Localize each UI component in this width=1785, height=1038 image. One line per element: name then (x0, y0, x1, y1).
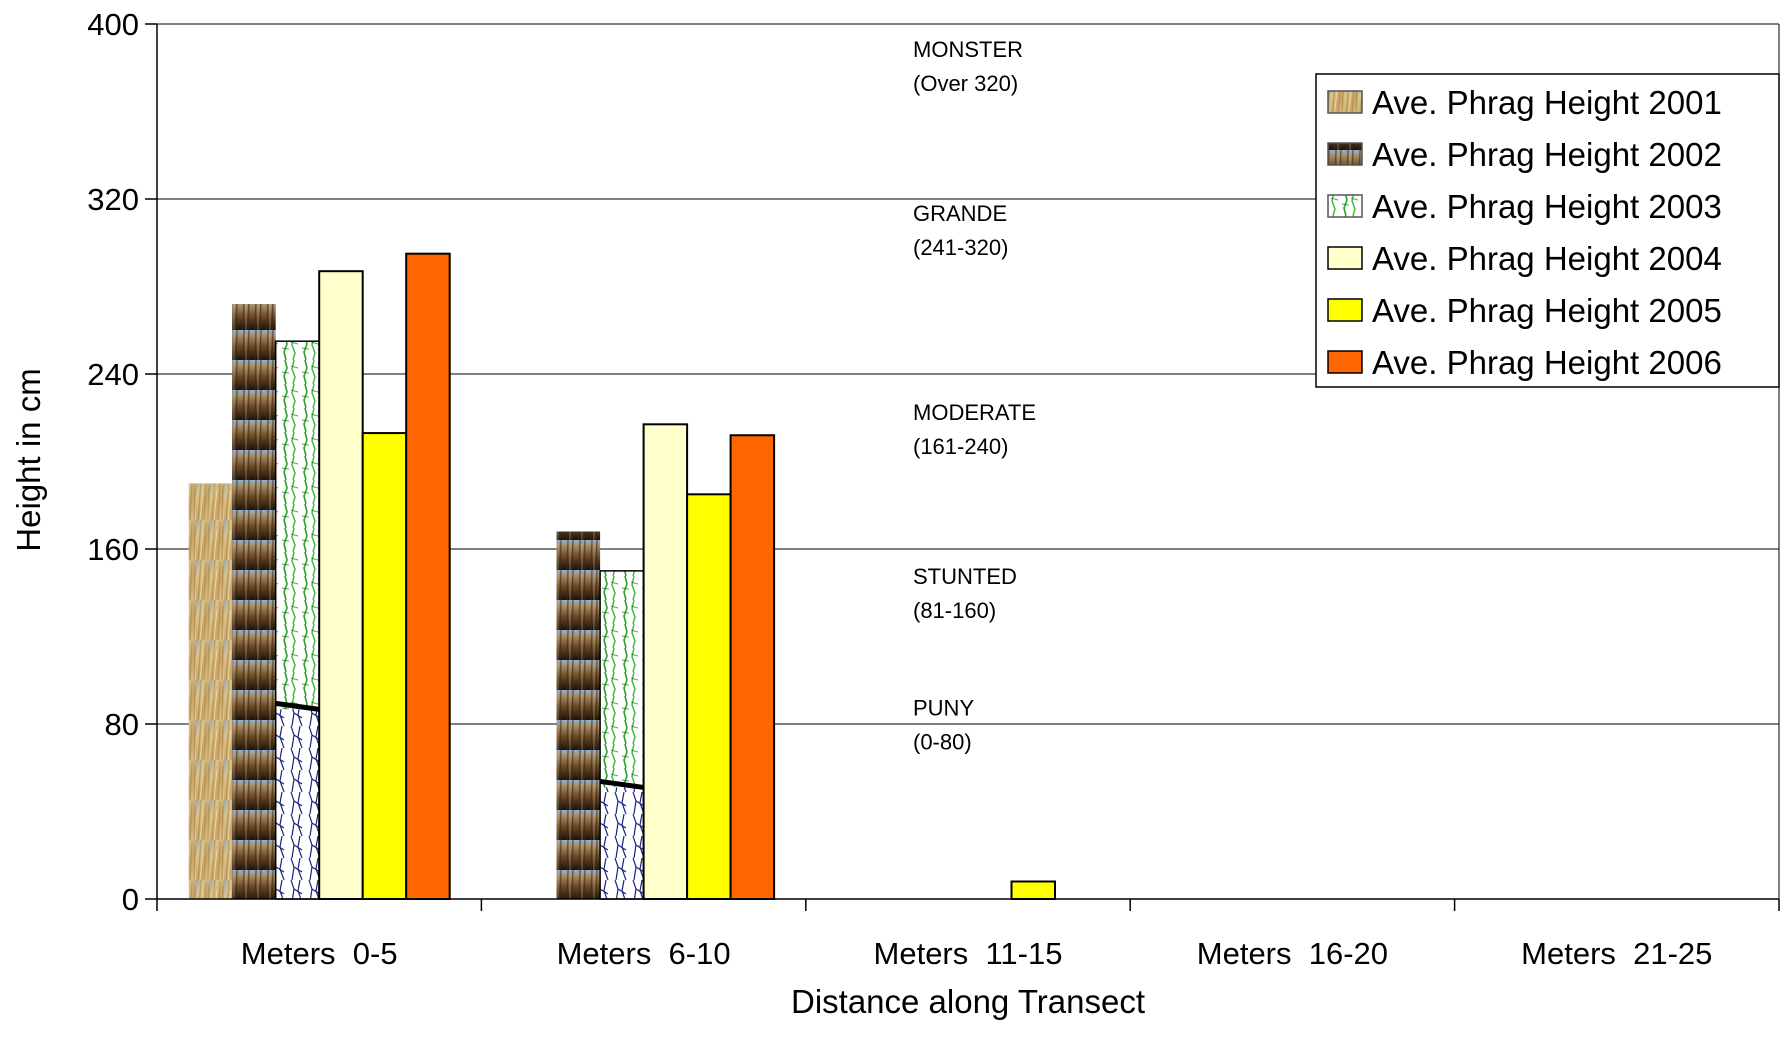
band-annotation-5: PUNY (0-80) (913, 695, 974, 754)
legend-label: Ave. Phrag Height 2005 (1372, 292, 1722, 329)
legend-item-2: Ave. Phrag Height 2002 (1327, 136, 1722, 173)
band-label: MONSTER (913, 37, 1023, 62)
bar-1-1 (188, 483, 233, 899)
legend-swatch (1327, 350, 1363, 374)
legend-label: Ave. Phrag Height 2004 (1372, 240, 1722, 277)
bar-5-1 (361, 432, 408, 900)
height-band-annotations: MONSTER (Over 320) GRANDE (241-320) MODERATE… (913, 37, 1036, 754)
legend-label: Ave. Phrag Height 2002 (1372, 136, 1722, 173)
legend-label: Ave. Phrag Height 2003 (1372, 188, 1722, 225)
bars-layer (188, 252, 1056, 900)
y-tick-label-80: 80 (105, 707, 139, 742)
bar-5-3 (1010, 880, 1056, 900)
x-tick-label-1: Meters 0-5 (241, 936, 398, 971)
axes (145, 23, 1780, 911)
bar-4-2 (642, 423, 689, 900)
legend-item-4: Ave. Phrag Height 2004 (1327, 240, 1722, 277)
y-tick-label-240: 240 (87, 357, 139, 392)
legend-item-3: Ave. Phrag Height 2003 (1327, 188, 1722, 225)
legend-swatch (1327, 298, 1363, 322)
band-range: (Over 320) (913, 71, 1018, 96)
y-axis-title: Height in cm (10, 368, 47, 551)
band-range: (81-160) (913, 598, 996, 623)
legend-item-5: Ave. Phrag Height 2005 (1327, 292, 1722, 329)
bar-3-1 (274, 340, 320, 900)
bar-3-2 (599, 570, 645, 900)
band-annotation-3: MODERATE (161-240) (913, 400, 1036, 459)
legend-swatch (1327, 90, 1363, 114)
y-tick-labels: 0 80 160 240 320 400 (87, 7, 139, 917)
band-label: PUNY (913, 695, 974, 720)
x-tick-label-4: Meters 16-20 (1197, 936, 1388, 971)
band-label: MODERATE (913, 400, 1036, 425)
band-annotation-4: STUNTED (81-160) (913, 564, 1017, 623)
legend: Ave. Phrag Height 2001 Ave. Phrag Height … (1315, 73, 1780, 388)
band-range: (161-240) (913, 434, 1008, 459)
legend-box (1315, 73, 1780, 388)
x-tick-label-5: Meters 21-25 (1521, 936, 1712, 971)
band-label: GRANDE (913, 201, 1007, 226)
legend-label: Ave. Phrag Height 2001 (1372, 84, 1722, 121)
x-tick-label-3: Meters 11-15 (874, 936, 1063, 971)
legend-swatch (1327, 246, 1363, 270)
band-annotation-1: MONSTER (Over 320) (913, 37, 1023, 96)
bar-5-2 (686, 493, 732, 900)
legend-item-1: Ave. Phrag Height 2001 (1327, 84, 1722, 121)
y-tick-label-0: 0 (122, 882, 139, 917)
band-range: (241-320) (913, 235, 1008, 260)
bar-4-1 (318, 270, 364, 900)
bar-6-2 (729, 434, 776, 900)
x-axis-title: Distance along Transect (791, 983, 1145, 1020)
legend-label: Ave. Phrag Height 2006 (1372, 344, 1722, 381)
x-tick-label-2: Meters 6-10 (557, 936, 731, 971)
legend-swatch (1327, 142, 1363, 166)
band-annotation-2: GRANDE (241-320) (913, 201, 1008, 260)
bar-2-2 (556, 531, 601, 899)
y-tick-label-160: 160 (87, 532, 139, 567)
bar-2-1 (232, 304, 276, 899)
legend-swatch (1327, 194, 1363, 218)
y-tick-label-400: 400 (87, 7, 139, 42)
legend-item-6: Ave. Phrag Height 2006 (1327, 344, 1722, 381)
bar-6-1 (405, 252, 451, 900)
x-tick-labels: Meters 0-5 Meters 6-10 Meters 11-15 Meters … (241, 936, 1713, 971)
band-range: (0-80) (913, 729, 972, 754)
band-label: STUNTED (913, 564, 1017, 589)
y-tick-label-320: 320 (87, 182, 139, 217)
